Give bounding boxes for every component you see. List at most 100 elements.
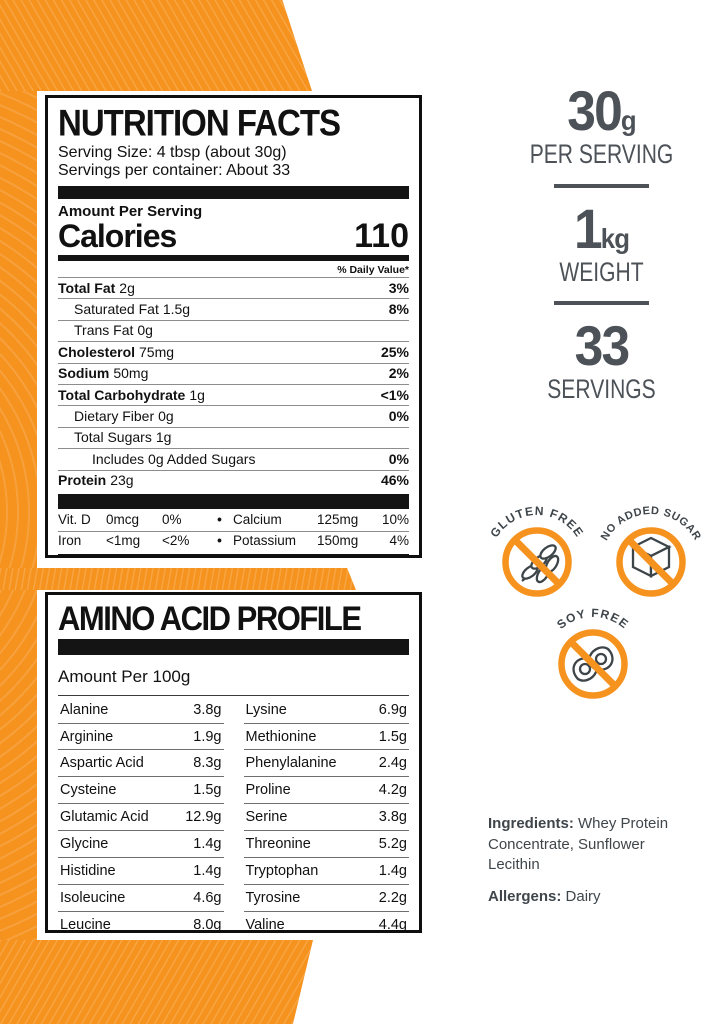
nutrient-daily-value: 3% <box>388 279 409 296</box>
amino-acid-row: Alanine 3.8g <box>58 697 224 724</box>
nutrient-daily-value: 2% <box>388 365 409 382</box>
mineral-row: Iron <1mg <2% • Potassium 150mg 4% <box>58 530 409 552</box>
prohibition-slash <box>567 638 619 690</box>
amino-column-left: Alanine 3.8g Arginine 1.9g Aspartic Acid… <box>58 697 224 933</box>
stat-block: 33 SERVINGS <box>500 318 703 404</box>
amino-acid-name: Methionine <box>245 728 317 745</box>
mineral-amount: 150mg <box>317 533 359 549</box>
mineral-amount: <1mg <box>106 533 141 549</box>
amount-per-100g-label: Amount Per 100g <box>58 659 409 696</box>
nutrient-amount: 75mg <box>139 343 175 360</box>
nutrient-row: Dietary Fiber 0g 0% <box>58 405 409 426</box>
mineral-daily-value: <2% <box>162 533 190 549</box>
amino-column-right: Lysine 6.9g Methionine 1.5g Phenylalanin… <box>243 697 410 933</box>
nutrient-row: Cholesterol 75mg 25% <box>58 341 409 362</box>
amino-acid-value: 2.4g <box>378 755 407 772</box>
amino-acid-name: Leucine <box>60 917 111 933</box>
amino-acid-value: 1.4g <box>378 863 407 880</box>
divider-bar <box>58 493 409 509</box>
stat-value: 30g <box>567 79 636 142</box>
amino-acid-name: Aspartic Acid <box>60 755 144 772</box>
nutrient-daily-value: 0% <box>388 407 409 424</box>
amino-acid-name: Alanine <box>60 701 109 718</box>
amino-acid-value: 1.4g <box>193 863 222 880</box>
mineral-daily-value: 4% <box>389 533 409 549</box>
stat-label: WEIGHT <box>559 256 644 287</box>
mineral-daily-value: 10% <box>381 512 409 528</box>
soy-free-badge: SOY FREE <box>554 606 631 699</box>
amino-acid-row: Threonine 5.2g <box>243 831 409 859</box>
calories-value: 110 <box>354 216 409 255</box>
amino-acid-name: Isoleucine <box>60 890 126 907</box>
badge-ring <box>558 629 628 699</box>
nutrient-name: Dietary Fiber <box>74 407 155 424</box>
daily-value-header: % Daily Value* <box>337 264 409 277</box>
orange-left-stripe <box>0 0 37 1024</box>
nutrient-name: Trans Fat <box>74 322 134 339</box>
amino-acid-name: Valine <box>245 917 285 933</box>
amino-acid-row: Proline 4.2g <box>243 777 409 805</box>
amino-acid-row: Isoleucine 4.6g <box>58 885 224 913</box>
divider-bar <box>58 185 409 199</box>
amino-acid-name: Threonine <box>245 836 311 853</box>
stat-value: 1kg <box>573 196 630 260</box>
amino-acid-value: 4.4g <box>378 917 407 933</box>
nutrient-name: Total Sugars <box>74 429 152 446</box>
allergens-line: Allergens: Dairy <box>488 887 696 908</box>
amino-acid-value: 1.5g <box>378 728 407 745</box>
nutrient-amount: 1.5g <box>162 300 191 317</box>
amino-acid-name: Phenylalanine <box>245 755 337 772</box>
amino-acid-name: Lysine <box>245 701 287 718</box>
mineral-rows: Vit. D 0mcg 0% • Calcium 125mg 10% Iron … <box>58 511 409 552</box>
amino-acid-name: Tryptophan <box>245 863 319 880</box>
amino-acid-row: Lysine 6.9g <box>243 697 409 724</box>
amino-acid-name: Arginine <box>60 728 114 745</box>
amino-acid-row: Serine 3.8g <box>243 804 409 832</box>
amino-acid-name: Cysteine <box>60 782 117 799</box>
stat-unit: kg <box>600 222 630 254</box>
amount-per-serving-label: Amount Per Serving <box>58 202 203 220</box>
nutrient-amount: 0g <box>137 322 153 339</box>
nutrient-amount: 50mg <box>113 365 149 382</box>
mineral-name: Potassium <box>233 533 297 549</box>
stat-block: 30g PER SERVING <box>500 79 703 188</box>
ingredients-line: Ingredients: Whey Protein Concentrate, S… <box>488 814 696 876</box>
stat-divider <box>554 301 649 306</box>
amino-acid-value: 8.3g <box>193 755 222 772</box>
nutrient-daily-value: 46% <box>380 472 409 489</box>
amino-acid-row: Arginine 1.9g <box>58 724 224 751</box>
badge-ring <box>502 527 572 597</box>
product-stats: 30g PER SERVING 1kg WEIGHT 33 SERVINGS <box>500 79 703 404</box>
nutrient-amount: 0g <box>158 407 174 424</box>
calories-label: Calories <box>58 218 177 255</box>
nutrient-row: Sodium 50mg 2% <box>58 362 409 384</box>
amino-acid-name: Histidine <box>60 863 116 880</box>
amino-acid-row: Glycine 1.4g <box>58 831 224 859</box>
bullet-separator: • <box>217 533 222 549</box>
nutrient-row: Saturated Fat 1.5g 8% <box>58 298 409 319</box>
amino-acid-name: Serine <box>245 809 288 826</box>
nutrient-rows: Total Fat 2g 3% Saturated Fat 1.5g 8% Tran… <box>58 277 409 491</box>
serving-size-line: Serving Size: 4 tbsp (about 30g) <box>58 143 287 161</box>
ingredients-block: Ingredients: Whey Protein Concentrate, S… <box>488 814 696 919</box>
nutrient-amount: 2g <box>119 279 135 296</box>
orange-mid-band <box>0 568 356 590</box>
nutrient-row: Total Carbohydrate 1g <1% <box>58 384 409 405</box>
mineral-amount: 0mcg <box>106 512 140 528</box>
amino-acid-value: 3.8g <box>378 809 407 826</box>
mineral-name: Iron <box>58 533 82 549</box>
amino-acid-value: 1.5g <box>193 782 222 799</box>
nutrient-row: Total Fat 2g 3% <box>58 277 409 298</box>
no-added-sugar-badge: NO ADDED SUGAR <box>599 505 703 597</box>
nutrient-daily-value: 8% <box>388 300 409 317</box>
amino-acid-row: Valine 4.4g <box>244 912 410 933</box>
divider-bar <box>58 638 409 655</box>
allergens-label: Allergens: <box>488 888 562 906</box>
amino-acid-name: Tyrosine <box>245 890 301 907</box>
ingredients-label: Ingredients: <box>488 815 574 832</box>
allergens-value: Dairy <box>561 888 601 906</box>
nutrient-amount: 1g <box>189 386 205 403</box>
soy-free-badge-label: SOY FREE <box>554 606 631 632</box>
amino-acid-row: Histidine 1.4g <box>58 858 224 886</box>
